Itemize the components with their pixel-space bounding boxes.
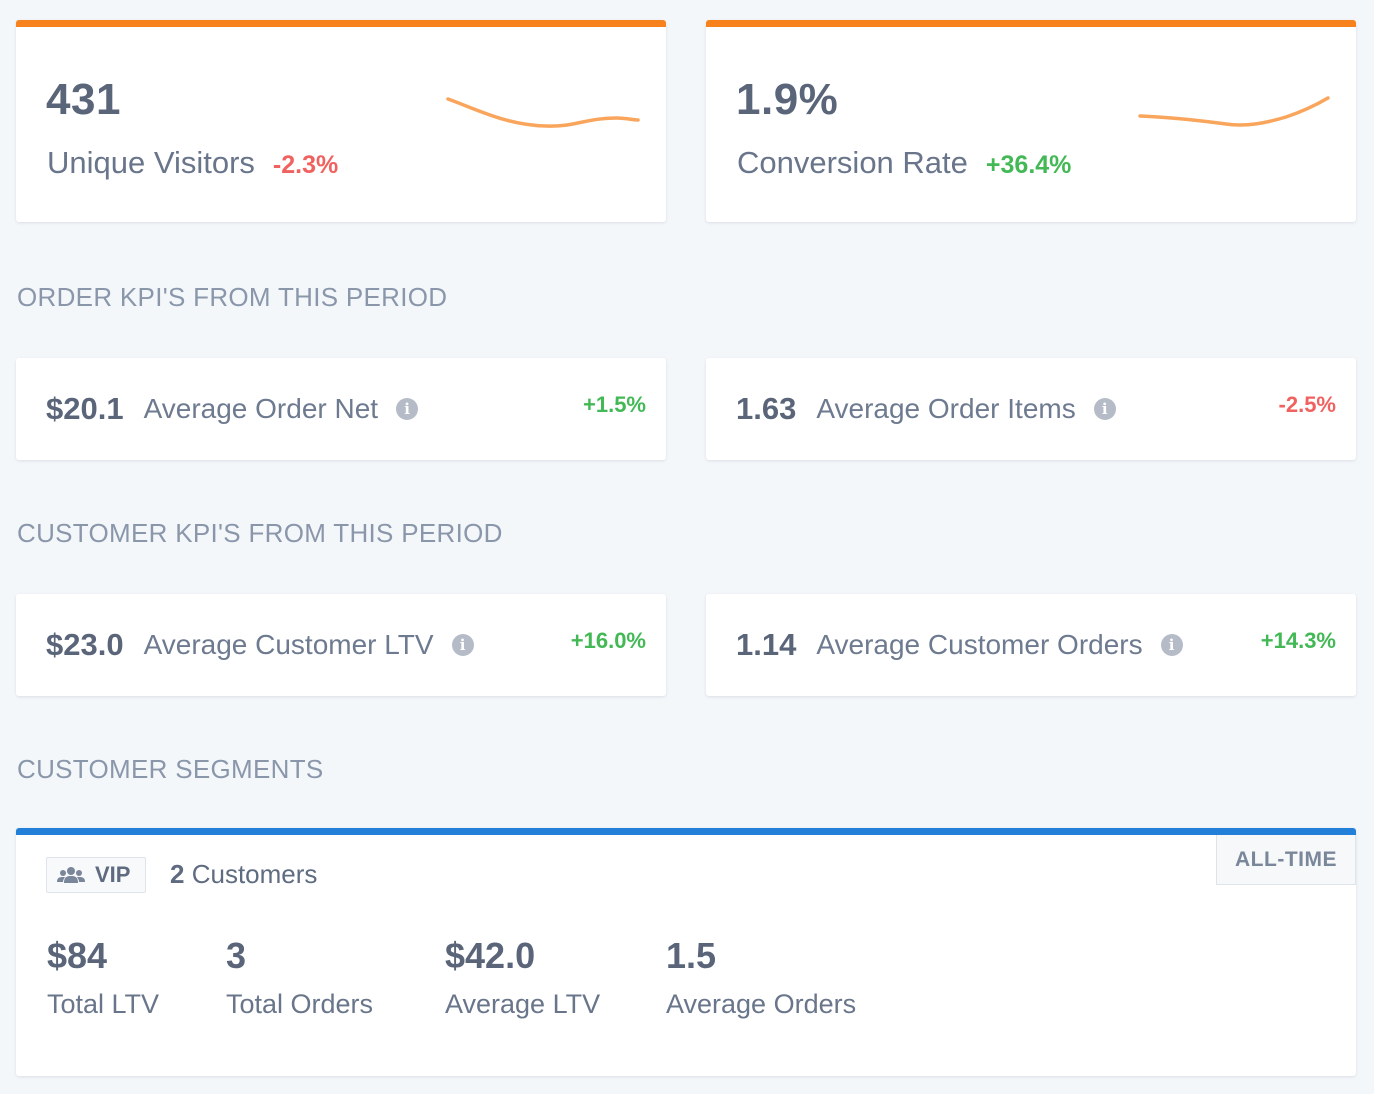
average-customer-orders-delta: +14.3% [1260,628,1336,653]
conversion-rate-delta: +36.4% [985,151,1072,179]
customer-count: 2 Customers [170,859,317,890]
average-order-net-label: Average Order Net [143,393,379,424]
conversion-rate-label-row: Conversion Rate +36.4% [737,145,1071,181]
average-ltv-stat: $42.0 Average LTV [445,935,600,1020]
total-ltv-label: Total LTV [47,989,160,1019]
conversion-rate-value: 1.9% [736,75,839,124]
average-customer-orders-value: 1.14 [736,627,797,662]
total-ltv-stat: $84 Total LTV [47,935,159,1020]
average-order-net-card: $20.1 Average Order Net i +1.5% [16,358,666,460]
unique-visitors-sparkline [446,97,640,128]
info-icon[interactable]: i [451,634,474,656]
average-orders-value: 1.5 [666,935,717,976]
customer-count-label: Customers [191,859,318,889]
average-orders-label: Average Orders [666,989,857,1019]
info-icon[interactable]: i [396,398,419,420]
customer-kpis-section-title: CUSTOMER KPI'S FROM THIS PERIOD [17,518,503,548]
vip-segment-card: VIP 2 Customers ALL-TIME $84 Total LTV 3… [16,828,1356,1076]
order-kpis-section-title: ORDER KPI'S FROM THIS PERIOD [17,282,448,312]
all-time-button[interactable]: ALL-TIME [1216,835,1356,885]
average-customer-ltv-value: $23.0 [46,627,124,662]
average-customer-orders-label: Average Customer Orders [816,629,1143,660]
average-customer-ltv-delta: +16.0% [570,628,646,653]
vip-badge-label: VIP [95,862,131,887]
unique-visitors-label-row: Unique Visitors -2.3% [47,145,338,181]
average-customer-ltv-card: $23.0 Average Customer LTV i +16.0% [16,594,666,696]
average-order-items-label: Average Order Items [816,393,1076,424]
unique-visitors-label: Unique Visitors [47,145,255,180]
conversion-rate-card: 1.9% Conversion Rate +36.4% [706,20,1356,222]
average-customer-orders-card: 1.14 Average Customer Orders i +14.3% [706,594,1356,696]
average-order-net-value: $20.1 [46,391,124,426]
info-icon[interactable]: i [1093,398,1116,420]
total-orders-value: 3 [226,935,247,976]
unique-visitors-delta: -2.3% [272,151,339,179]
conversion-rate-sparkline [1138,96,1330,127]
users-icon [57,867,85,883]
average-ltv-label: Average LTV [445,989,601,1019]
average-ltv-value: $42.0 [445,935,536,976]
info-icon[interactable]: i [1160,634,1183,656]
average-order-items-card: 1.63 Average Order Items i -2.5% [706,358,1356,460]
average-order-items-value: 1.63 [736,391,797,426]
customer-count-value: 2 [170,859,185,889]
unique-visitors-card: 431 Unique Visitors -2.3% [16,20,666,222]
average-customer-ltv-label: Average Customer LTV [143,629,434,660]
total-ltv-value: $84 [47,935,108,976]
unique-visitors-value: 431 [46,75,121,124]
total-orders-stat: 3 Total Orders [226,935,373,1020]
conversion-rate-label: Conversion Rate [737,145,968,180]
average-order-net-delta: +1.5% [583,392,646,417]
average-order-items-delta: -2.5% [1278,392,1336,417]
total-orders-label: Total Orders [226,989,374,1019]
vip-badge[interactable]: VIP [46,857,146,893]
customer-segments-section-title: CUSTOMER SEGMENTS [17,754,324,784]
average-orders-stat: 1.5 Average Orders [666,935,856,1020]
